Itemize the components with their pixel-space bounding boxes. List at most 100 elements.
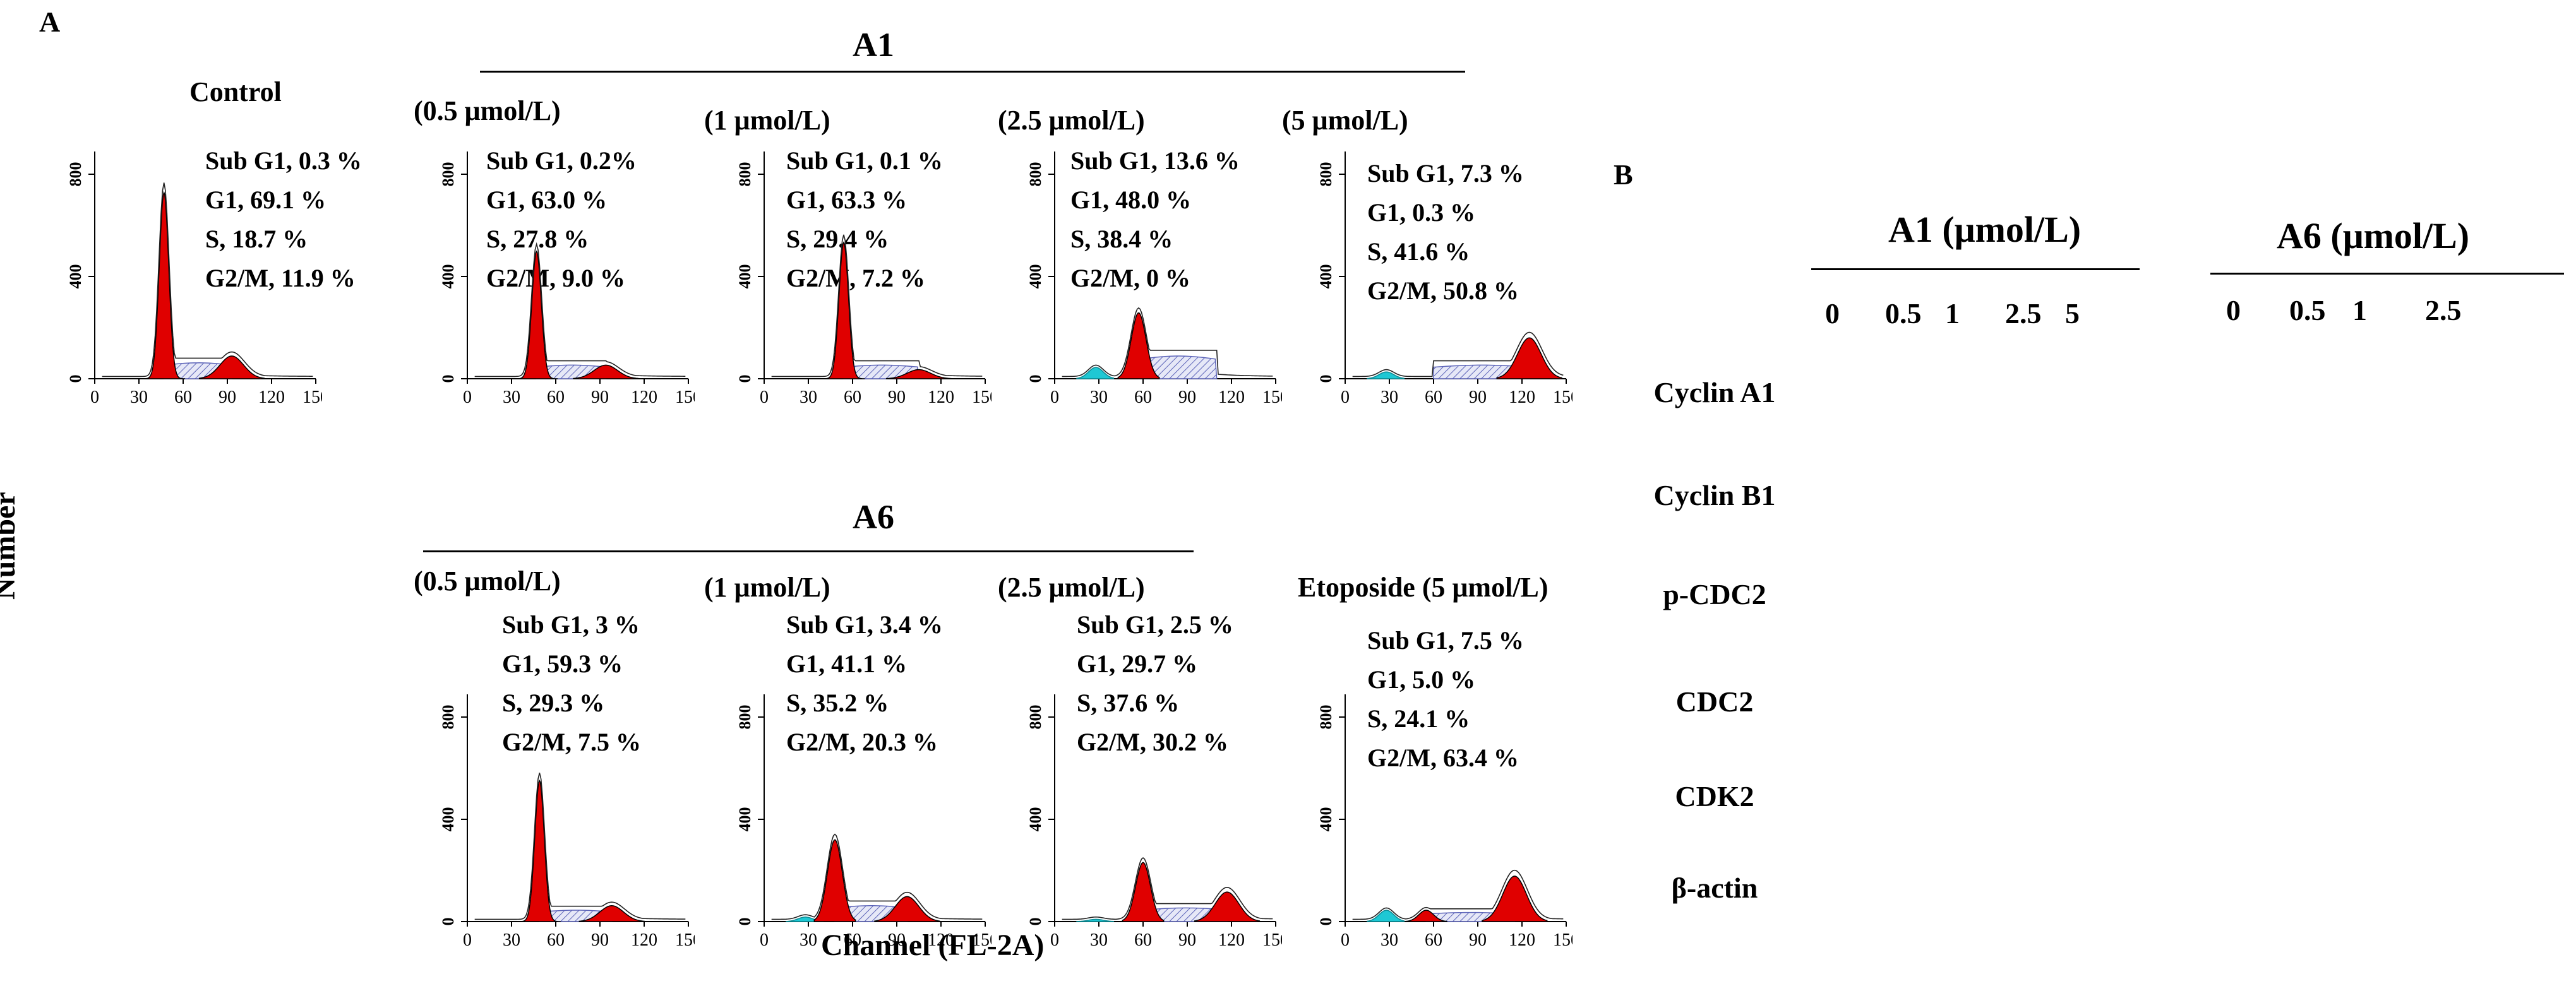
y-tick-label: 0 bbox=[736, 375, 754, 383]
x-tick-label: 90 bbox=[888, 930, 906, 950]
blot-row-label: Cyclin A1 bbox=[1653, 376, 1776, 408]
x-tick-label: 0 bbox=[463, 930, 472, 950]
blot-row-label: β-actin bbox=[1671, 872, 1758, 904]
a6-blot-header: A6 (μmol/L) bbox=[2277, 215, 2470, 256]
histogram-plot: 0 400 800 0 30 60 90 120 150 bbox=[1317, 151, 1573, 407]
y-tick-label: 800 bbox=[1317, 705, 1335, 730]
x-tick-label: 30 bbox=[1381, 930, 1398, 950]
x-tick-label: 120 bbox=[1218, 930, 1245, 950]
g1-peak bbox=[822, 241, 865, 379]
histogram-stat: G2/M, 50.8 % bbox=[1367, 276, 1519, 305]
histogram-title: (1 μmol/L) bbox=[704, 572, 830, 603]
panel-b-letter: B bbox=[1614, 158, 1633, 191]
x-tick-label: 150 bbox=[972, 388, 991, 407]
histogram-stat: Sub G1, 7.5 % bbox=[1367, 626, 1524, 655]
a1-blot-header: A1 (μmol/L) bbox=[1888, 209, 2082, 250]
histogram-plot: 0 400 800 0 30 60 90 120 150 bbox=[1317, 694, 1573, 950]
histogram-stat: Sub G1, 0.1 % bbox=[786, 146, 943, 175]
y-tick-label: 800 bbox=[1317, 162, 1335, 187]
histogram-stat: Sub G1, 0.3 % bbox=[205, 146, 362, 175]
histogram-stat: G2/M, 7.2 % bbox=[786, 264, 925, 292]
x-tick-label: 60 bbox=[1425, 388, 1442, 407]
x-tick-label: 60 bbox=[1134, 388, 1152, 407]
x-tick-label: 30 bbox=[800, 388, 817, 407]
y-tick-label: 400 bbox=[439, 264, 457, 289]
histogram-stat: G1, 63.3 % bbox=[786, 186, 908, 214]
histogram-stat: G1, 29.7 % bbox=[1077, 650, 1198, 678]
x-tick-label: 30 bbox=[1381, 388, 1398, 407]
a1-lane-label: 1 bbox=[1945, 297, 1960, 329]
y-tick-label: 0 bbox=[1026, 375, 1045, 383]
x-tick-label: 90 bbox=[1178, 388, 1196, 407]
x-tick-label: 120 bbox=[928, 388, 954, 407]
x-tick-label: 150 bbox=[1553, 930, 1573, 950]
histogram-plot: 0 400 800 0 30 60 90 120 150 bbox=[736, 694, 991, 950]
x-tick-label: 60 bbox=[547, 388, 565, 407]
y-tick-label: 400 bbox=[1317, 264, 1335, 289]
histogram-stat: Sub G1, 3.4 % bbox=[786, 610, 943, 639]
x-tick-label: 60 bbox=[1134, 930, 1152, 950]
y-axis-label: Number bbox=[0, 492, 21, 600]
g1-peak bbox=[1122, 862, 1165, 922]
sub-g1-peak bbox=[1076, 367, 1115, 379]
raw-data-envelope bbox=[771, 833, 983, 920]
y-tick-label: 0 bbox=[1317, 375, 1335, 383]
x-tick-label: 90 bbox=[591, 388, 609, 407]
x-tick-label: 60 bbox=[1425, 930, 1442, 950]
x-tick-label: 150 bbox=[303, 388, 322, 407]
histogram-stat: G2/M, 9.0 % bbox=[486, 264, 625, 292]
histogram-stat: G1, 63.0 % bbox=[486, 186, 608, 214]
histogram-title: (1 μmol/L) bbox=[704, 105, 830, 136]
a1-lane-label: 0.5 bbox=[1885, 297, 1922, 329]
a1-blot-underline bbox=[1811, 268, 2140, 270]
x-tick-label: 0 bbox=[1050, 388, 1059, 407]
g1-peak bbox=[813, 839, 856, 922]
histogram-stat: G2/M, 0 % bbox=[1070, 264, 1190, 292]
y-tick-label: 0 bbox=[439, 918, 457, 926]
x-tick-label: 150 bbox=[675, 388, 695, 407]
histogram-plot: 0 400 800 0 30 60 90 120 150 bbox=[66, 151, 322, 407]
histogram-stat: S, 41.6 % bbox=[1367, 237, 1470, 266]
y-tick-label: 0 bbox=[736, 918, 754, 926]
x-tick-label: 0 bbox=[90, 388, 99, 407]
y-tick-label: 800 bbox=[1026, 705, 1045, 730]
y-tick-label: 400 bbox=[1317, 807, 1335, 832]
histogram-stat: G1, 48.0 % bbox=[1070, 186, 1192, 214]
g2m-peak bbox=[1194, 891, 1261, 922]
a6-lane-label: 1 bbox=[2352, 294, 2367, 326]
x-tick-label: 120 bbox=[1218, 388, 1245, 407]
x-tick-label: 60 bbox=[844, 930, 861, 950]
g1-peak bbox=[515, 250, 558, 379]
raw-data-envelope bbox=[1062, 857, 1273, 920]
histogram-title: Control bbox=[189, 76, 282, 107]
x-tick-label: 120 bbox=[1509, 930, 1535, 950]
histogram-title: (0.5 μmol/L) bbox=[414, 566, 561, 596]
histogram-stat: G2/M, 11.9 % bbox=[205, 264, 356, 292]
x-tick-label: 120 bbox=[631, 388, 657, 407]
x-tick-label: 120 bbox=[1509, 388, 1535, 407]
raw-data-envelope bbox=[102, 182, 313, 377]
histogram-stat: G2/M, 63.4 % bbox=[1367, 744, 1519, 772]
histogram-stat: S, 35.2 % bbox=[786, 689, 889, 717]
x-tick-label: 30 bbox=[503, 388, 520, 407]
raw-data-envelope bbox=[1352, 869, 1564, 920]
x-tick-label: 120 bbox=[631, 930, 657, 950]
x-tick-label: 150 bbox=[1553, 388, 1573, 407]
y-tick-label: 800 bbox=[439, 705, 457, 730]
y-tick-label: 0 bbox=[439, 375, 457, 383]
a1-lane-label: 2.5 bbox=[2005, 297, 2042, 329]
histogram-title: Etoposide (5 μmol/L) bbox=[1298, 572, 1549, 603]
blot-row-label: CDK2 bbox=[1675, 780, 1754, 812]
x-tick-label: 90 bbox=[219, 388, 236, 407]
histogram-plot: 0 400 800 0 30 60 90 120 150 bbox=[736, 151, 991, 407]
y-tick-label: 400 bbox=[736, 264, 754, 289]
x-tick-label: 60 bbox=[547, 930, 565, 950]
y-tick-label: 400 bbox=[1026, 807, 1045, 832]
panel-a-letter: A bbox=[39, 6, 61, 38]
y-tick-label: 400 bbox=[439, 807, 457, 832]
histogram-stat: Sub G1, 7.3 % bbox=[1367, 159, 1524, 187]
histogram-title: (0.5 μmol/L) bbox=[414, 95, 561, 126]
x-tick-label: 150 bbox=[1262, 388, 1282, 407]
raw-data-envelope bbox=[771, 234, 983, 377]
histogram-stat: Sub G1, 0.2% bbox=[486, 146, 637, 175]
